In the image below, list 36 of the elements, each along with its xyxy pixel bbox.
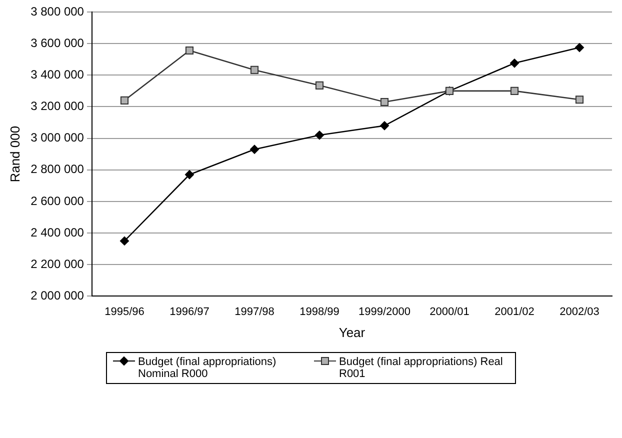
x-tick-label: 2001/02 — [494, 306, 534, 318]
y-tick-label: 2 600 000 — [30, 194, 84, 208]
point — [575, 43, 584, 52]
y-tick-label: 2 400 000 — [30, 225, 84, 240]
x-tick-label: 2000/01 — [430, 306, 470, 318]
y-tick-label: 2 000 000 — [30, 288, 84, 303]
point — [575, 96, 584, 104]
y-tick-label: 3 800 000 — [30, 4, 84, 18]
y-tick-label: 3 600 000 — [30, 36, 84, 50]
point — [120, 96, 129, 104]
y-tick-label: 3 200 000 — [30, 99, 84, 114]
y-tick-label: 2 200 000 — [30, 256, 84, 271]
x-tick-label: 1999/2000 — [358, 306, 410, 318]
x-tick-label: 2002/03 — [560, 306, 600, 318]
y-tick-label: 3 000 000 — [30, 130, 84, 145]
y-tick-label: 3 400 000 — [30, 67, 84, 82]
point — [510, 86, 519, 95]
point — [380, 98, 389, 106]
point — [314, 130, 324, 140]
x-tick-label: 1998/99 — [300, 306, 340, 318]
legend-label: Budget (final appropriations) Nominal R000 — [138, 356, 278, 380]
point — [250, 66, 259, 74]
point — [120, 236, 129, 246]
point — [380, 121, 389, 130]
legend-label: Budget (final appropriations) Real R001 — [339, 356, 504, 380]
point — [184, 170, 194, 180]
x-axis-title: Year — [338, 324, 366, 340]
point — [510, 58, 519, 68]
x-tick-label: 1997/98 — [234, 306, 274, 318]
y-axis-title: Rand 000 — [7, 126, 22, 182]
point — [315, 81, 324, 90]
y-tick-label: 2 800 000 — [30, 162, 84, 176]
x-tick-label: 1996/97 — [170, 306, 210, 318]
point — [250, 144, 259, 154]
x-tick-label: 1995/96 — [104, 306, 144, 318]
point — [185, 46, 194, 55]
